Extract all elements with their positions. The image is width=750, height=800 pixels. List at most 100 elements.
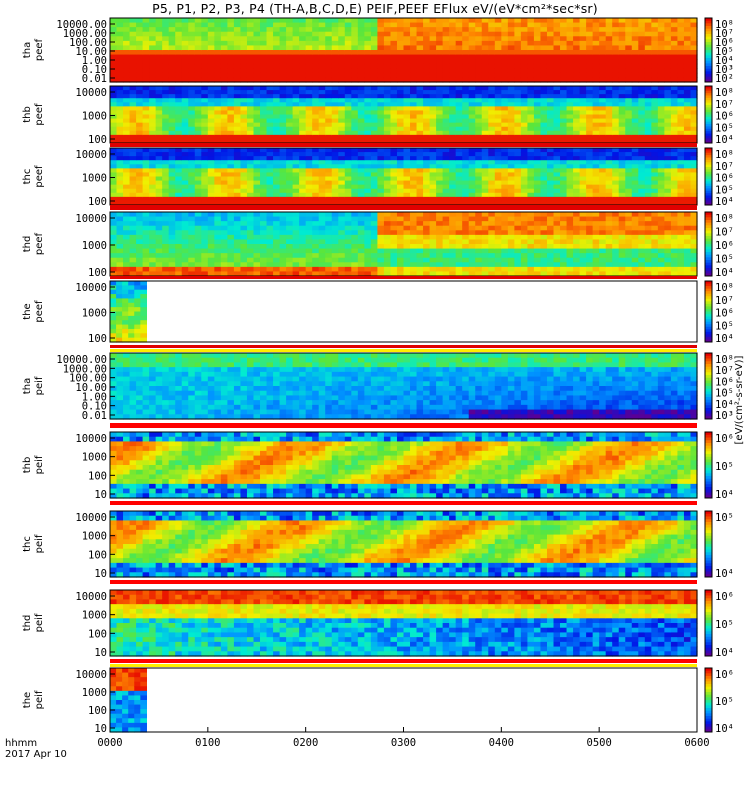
heatmap-cell: [383, 164, 392, 169]
heatmap-cell: [670, 98, 679, 103]
heatmap-cell: [188, 59, 196, 65]
heatmap-cell: [168, 230, 176, 236]
heatmap-cell: [651, 63, 659, 69]
heatmap-cell: [573, 180, 581, 186]
heatmap-cell: [481, 234, 489, 241]
heatmap-cell: [449, 102, 457, 107]
heatmap-cell: [338, 68, 346, 74]
heatmap-cell: [429, 90, 437, 95]
heatmap-cell: [227, 176, 235, 182]
heatmap-cell: [227, 72, 235, 79]
heatmap-cell: [299, 94, 307, 99]
heatmap-cell: [429, 156, 437, 161]
heatmap-cell: [318, 148, 326, 153]
heatmap-cell: [136, 45, 144, 51]
heatmap-cell: [442, 262, 450, 268]
heatmap-cell: [286, 160, 294, 165]
heatmap-cell: [155, 72, 163, 79]
heatmap-cell: [546, 45, 555, 51]
heatmap-cell: [279, 239, 287, 245]
heatmap-cell: [644, 160, 652, 165]
heatmap-cell: [188, 36, 196, 42]
heatmap-cell: [207, 244, 215, 250]
heatmap-cell: [194, 130, 202, 136]
heatmap-cell: [416, 148, 424, 153]
heatmap-cell: [501, 168, 509, 174]
heatmap-cell: [683, 77, 692, 83]
heatmap-cell: [331, 257, 339, 263]
heatmap-cell: [657, 160, 665, 165]
heatmap-cell: [279, 196, 287, 202]
heatmap-cell: [390, 126, 398, 132]
heatmap-cell: [527, 192, 535, 198]
heatmap-cell: [279, 248, 287, 254]
heatmap-cell: [162, 152, 170, 157]
heatmap-cell: [664, 172, 672, 178]
heatmap-cell: [560, 77, 568, 83]
heatmap-cell: [442, 122, 450, 128]
heatmap-cell: [110, 212, 118, 218]
heatmap-cell: [605, 63, 613, 69]
heatmap-cell: [423, 200, 431, 206]
heatmap-cell: [175, 63, 183, 69]
colorbar-cell: [705, 66, 712, 70]
heatmap-cell: [273, 118, 281, 124]
heatmap-cell: [188, 130, 196, 136]
heatmap-cell: [116, 188, 124, 194]
heatmap-cell: [520, 266, 529, 273]
heatmap-cell: [331, 77, 339, 83]
heatmap-cell: [201, 230, 209, 236]
heatmap-cell: [240, 94, 248, 99]
heatmap-cell: [168, 106, 176, 112]
heatmap-cell: [110, 22, 118, 28]
heatmap-cell: [423, 59, 431, 65]
heatmap-cell: [475, 27, 483, 33]
colorbar-cell: [705, 174, 712, 178]
heatmap-cell: [494, 248, 502, 254]
heatmap-cell: [566, 257, 574, 263]
heatmap-cell: [494, 230, 502, 236]
heatmap-cell: [501, 230, 509, 236]
heatmap-cell: [370, 160, 379, 165]
heatmap-cell: [488, 122, 496, 128]
heatmap-cell: [612, 148, 620, 153]
heatmap-cell: [286, 122, 294, 128]
heatmap-cell: [305, 63, 313, 69]
heatmap-cell: [188, 102, 196, 107]
heatmap-cell: [638, 164, 646, 169]
heatmap-cell: [514, 134, 522, 140]
heatmap-cell: [149, 63, 157, 69]
heatmap-cell: [370, 72, 379, 79]
heatmap-cell: [553, 22, 561, 28]
heatmap-cell: [194, 184, 202, 190]
heatmap-cell: [468, 152, 476, 157]
heatmap-cell: [149, 18, 157, 24]
heatmap-cell: [123, 59, 131, 65]
heatmap-cell: [220, 271, 228, 277]
panel-thb-peef: [110, 86, 698, 144]
heatmap-cell: [207, 40, 215, 47]
heatmap-cell: [520, 164, 529, 169]
colorbar-cell: [705, 133, 712, 137]
heatmap-cell: [494, 72, 502, 79]
heatmap-cell: [207, 200, 215, 206]
heatmap-cell: [129, 176, 137, 182]
heatmap-cell: [481, 192, 489, 198]
heatmap-cell: [468, 102, 476, 107]
heatmap-cell: [344, 234, 352, 241]
heatmap-cell: [527, 148, 535, 153]
heatmap-cell: [540, 212, 548, 218]
heatmap-cell: [220, 216, 228, 222]
heatmap-cell: [240, 192, 248, 198]
heatmap-cell: [592, 234, 600, 241]
heatmap-cell: [325, 253, 333, 259]
heatmap-cell: [155, 156, 163, 161]
heatmap-cell: [318, 22, 326, 28]
heatmap-cell: [494, 216, 502, 222]
heatmap-cell: [410, 192, 418, 198]
heatmap-cell: [638, 63, 646, 69]
heatmap-cell: [253, 248, 261, 254]
heatmap-cell: [560, 164, 568, 169]
heatmap-cell: [514, 36, 522, 42]
heatmap-cell: [410, 168, 418, 174]
